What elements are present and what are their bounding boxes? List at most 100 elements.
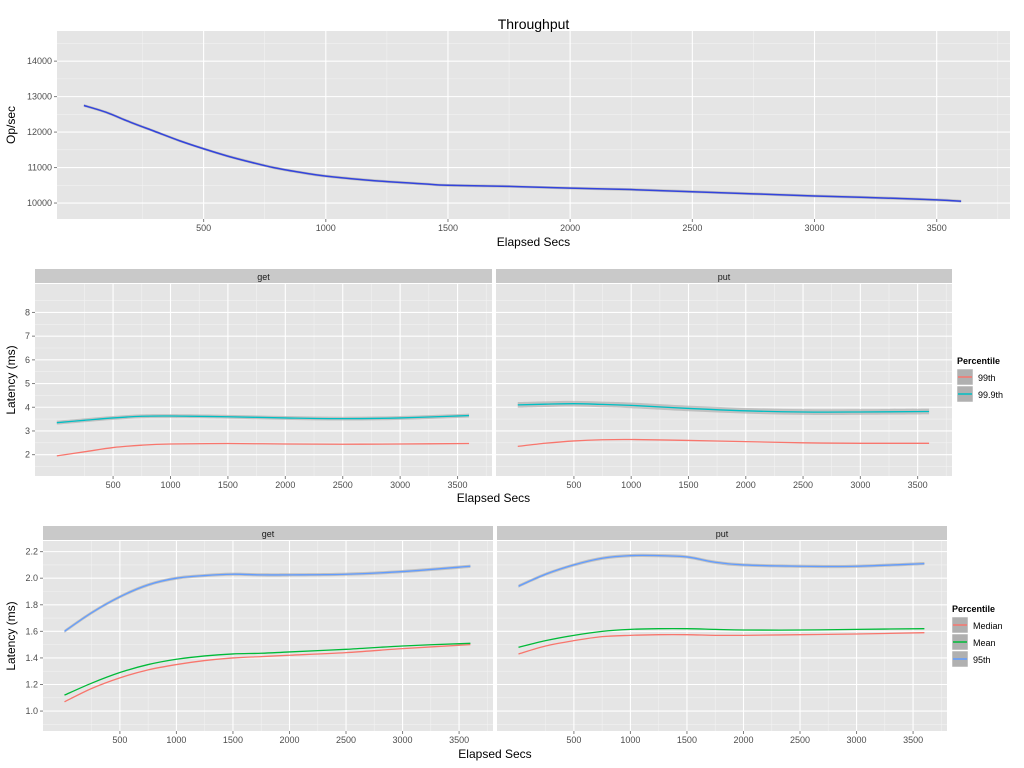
x-axis-title: Elapsed Secs (497, 235, 570, 249)
panel-background (57, 31, 1010, 219)
series-line-99-9th (56, 414, 470, 424)
series-line-median (518, 632, 925, 655)
y-tick-label: 14000 (27, 56, 52, 66)
series-line-99-9th (517, 403, 930, 413)
x-tick-label: 3500 (927, 223, 947, 233)
series-confidence-band (64, 564, 471, 633)
x-tick-label: 3500 (449, 735, 469, 745)
y-axis-title: Op/sec (4, 106, 18, 144)
chart-1-panel-1: 500 1000 1500 2000 2500 3000 3500 put (496, 269, 952, 490)
x-tick-label: 500 (106, 480, 121, 490)
x-tick-label: 3000 (804, 223, 824, 233)
y-tick-label: 3 (25, 426, 30, 436)
series-line-mean (518, 627, 925, 648)
chart-2: 500 1000 1500 2000 2500 3000 3500 1.0 1.2 1.4 1.6 1… (4, 526, 1003, 761)
x-tick-label: 3000 (393, 735, 413, 745)
x-tick-label: 2500 (333, 480, 353, 490)
chart-2-panel-1: 500 1000 1500 2000 2500 3000 3500 put (497, 526, 947, 745)
y-tick-label: 2.0 (25, 573, 38, 583)
chart-title: Throughput (498, 16, 570, 32)
legend-label: 99th (978, 373, 996, 383)
y-tick-label: 10000 (27, 198, 52, 208)
y-tick-label: 13000 (27, 92, 52, 102)
series-line (83, 104, 962, 203)
y-tick-label: 12000 (27, 127, 52, 137)
y-tick-label: 2 (25, 450, 30, 460)
x-tick-label: 2000 (275, 480, 295, 490)
chart-1: 500 1000 1500 2000 2500 3000 35002345678get500… (4, 269, 1003, 505)
legend-label: 99.9th (978, 390, 1003, 400)
x-tick-label: 2000 (560, 223, 580, 233)
x-tick-label: 3500 (448, 480, 468, 490)
y-tick-label: 2.2 (25, 547, 38, 557)
facet-strip (43, 526, 493, 540)
x-tick-label: 1500 (677, 735, 697, 745)
y-tick-label: 5 (25, 379, 30, 389)
x-axis-title: Elapsed Secs (457, 491, 530, 505)
series-line-95th (518, 554, 925, 587)
legend-label: Median (973, 621, 1003, 631)
x-tick-label: 500 (112, 735, 127, 745)
facet-strip-label: put (716, 529, 729, 539)
panel-background (496, 284, 952, 476)
x-tick-label: 1000 (621, 480, 641, 490)
x-tick-label: 3000 (850, 480, 870, 490)
legend-title: Percentile (957, 356, 1000, 366)
x-tick-label: 2500 (790, 735, 810, 745)
facet-strip (35, 269, 492, 283)
series-line-95th (64, 565, 471, 632)
legend-label: 95th (973, 655, 991, 665)
y-tick-label: 1.6 (25, 626, 38, 636)
y-tick-label: 7 (25, 331, 30, 341)
x-tick-label: 3500 (908, 480, 928, 490)
y-tick-label: 1.4 (25, 653, 38, 663)
x-tick-label: 1000 (620, 735, 640, 745)
x-tick-label: 1500 (223, 735, 243, 745)
legend: Percentile Median Mean 95th (951, 604, 1003, 668)
y-tick-label: 4 (25, 402, 30, 412)
y-tick-label: 8 (25, 307, 30, 317)
x-tick-label: 1000 (166, 735, 186, 745)
y-tick-label: 11000 (28, 163, 52, 173)
legend-label: Mean (973, 638, 996, 648)
x-tick-label: 500 (566, 480, 581, 490)
x-tick-label: 1000 (160, 480, 180, 490)
x-tick-label: 1500 (218, 480, 238, 490)
legend-title: Percentile (952, 604, 995, 614)
y-axis-title: Latency (ms) (4, 345, 18, 414)
x-tick-label: 1500 (678, 480, 698, 490)
x-tick-label: 1000 (316, 223, 336, 233)
x-tick-label: 500 (566, 735, 581, 745)
x-tick-label: 2000 (279, 735, 299, 745)
x-tick-label: 1500 (438, 223, 458, 233)
x-tick-label: 2500 (336, 735, 356, 745)
facet-strip-label: get (257, 272, 270, 282)
y-axis-title: Latency (ms) (4, 601, 18, 670)
facet-strip (497, 526, 947, 540)
x-tick-label: 3000 (390, 480, 410, 490)
y-tick-label: 6 (25, 355, 30, 365)
chart-0-panel-0: 500 1000 1500 2000 2500 3000 3500 10000 11000 120… (27, 31, 1010, 233)
y-tick-label: 1.0 (25, 706, 38, 716)
x-tick-label: 3000 (847, 735, 867, 745)
x-tick-label: 500 (196, 223, 211, 233)
legend: Percentile 99th 99.9th (956, 356, 1003, 403)
x-tick-label: 2500 (682, 223, 702, 233)
x-tick-label: 2000 (736, 480, 756, 490)
y-tick-label: 1.8 (25, 600, 38, 610)
facet-strip (496, 269, 952, 283)
chart-0: 500 1000 1500 2000 2500 3000 3500 10000 11000 120… (4, 16, 1010, 249)
x-tick-label: 2000 (733, 735, 753, 745)
series-line-mean (64, 642, 471, 696)
series-line-median (64, 643, 471, 703)
chart-2-panel-0: 500 1000 1500 2000 2500 3000 3500 1.0 1.2 1.4 1.6 1… (25, 526, 493, 745)
x-tick-label: 2500 (793, 480, 813, 490)
y-tick-label: 1.2 (25, 679, 38, 689)
series-line-99th (56, 442, 470, 457)
series-line-99th (517, 438, 930, 448)
facet-strip-label: get (262, 529, 275, 539)
panel-background (43, 541, 493, 731)
chart-1-panel-0: 500 1000 1500 2000 2500 3000 3500 2 3 4 5 6 7 8 get (25, 269, 492, 490)
x-tick-label: 3500 (903, 735, 923, 745)
